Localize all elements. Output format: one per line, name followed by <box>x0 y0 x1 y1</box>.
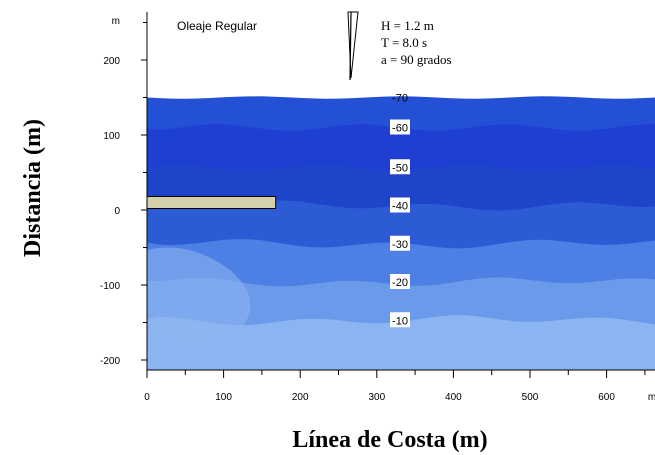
x-tick-label: 300 <box>368 392 385 403</box>
contour-label-group: -50 <box>390 159 410 175</box>
contour-label: -30 <box>392 239 408 251</box>
y-tick-label: -100 <box>100 281 120 292</box>
shoal-patch <box>147 247 251 344</box>
contour-label-box <box>390 159 410 175</box>
contour-label: -10 <box>392 315 408 327</box>
breakwater-rect <box>146 196 277 209</box>
wave-direction-arrow <box>347 11 359 81</box>
wave-parameter: H = 1.2 m <box>381 18 434 33</box>
contour-label-box <box>390 235 410 251</box>
chart-texts: Oleaje Regular H = 1.2 m T = 8.0 s a = 90 g… <box>20 18 488 453</box>
contour-label: -70 <box>392 93 408 105</box>
contour-label-group: -20 <box>390 274 410 289</box>
contour-label-group: -70 <box>392 93 408 105</box>
contour-label-box <box>390 312 410 328</box>
x-tick-label: 0 <box>144 392 150 403</box>
arrow-shaft <box>349 11 352 81</box>
y-unit-label: m <box>112 16 120 27</box>
contour-label-group: -10 <box>390 312 410 328</box>
contour-label: -60 <box>392 123 408 135</box>
contour-label-group: -30 <box>390 235 410 251</box>
contour-label: -40 <box>392 201 408 213</box>
x-tick-label: 600 <box>598 392 615 403</box>
wave-parameter: a = 90 grados <box>381 52 452 67</box>
y-axis-title: Distancia (m) <box>20 119 46 257</box>
depth-band-minus-10 <box>147 315 655 370</box>
contour-labels: -70 -60 -50 -40 -30 -20 -10 <box>390 93 410 328</box>
chart-title: Oleaje Regular <box>177 19 257 33</box>
x-axis-title: Línea de Costa (m) <box>292 427 487 453</box>
y-tick-label: 100 <box>103 131 120 142</box>
breakwater-structure <box>146 196 277 209</box>
x-tick-label: 400 <box>445 392 462 403</box>
contour-label-group: -40 <box>390 197 410 213</box>
y-tick-label: 0 <box>114 206 120 217</box>
contour-label-box <box>390 119 410 135</box>
axes: -200 -100 0 100 200 m 0 100 200 300 400 500 600 m <box>100 12 655 403</box>
x-tick-label: 100 <box>215 392 232 403</box>
contour-label-group: -60 <box>390 119 410 135</box>
x-tick-label: 500 <box>522 392 539 403</box>
depth-bands <box>147 96 655 370</box>
contour-label-box <box>390 197 410 213</box>
contour-label-box <box>390 274 410 289</box>
contour-label: -50 <box>392 162 408 174</box>
y-tick-label: -200 <box>100 356 120 367</box>
x-unit-label: m <box>648 392 655 403</box>
wave-parameter: T = 8.0 s <box>381 35 427 50</box>
x-tick-label: 200 <box>292 392 309 403</box>
contour-label: -20 <box>392 277 408 289</box>
y-tick-label: 200 <box>103 56 120 67</box>
